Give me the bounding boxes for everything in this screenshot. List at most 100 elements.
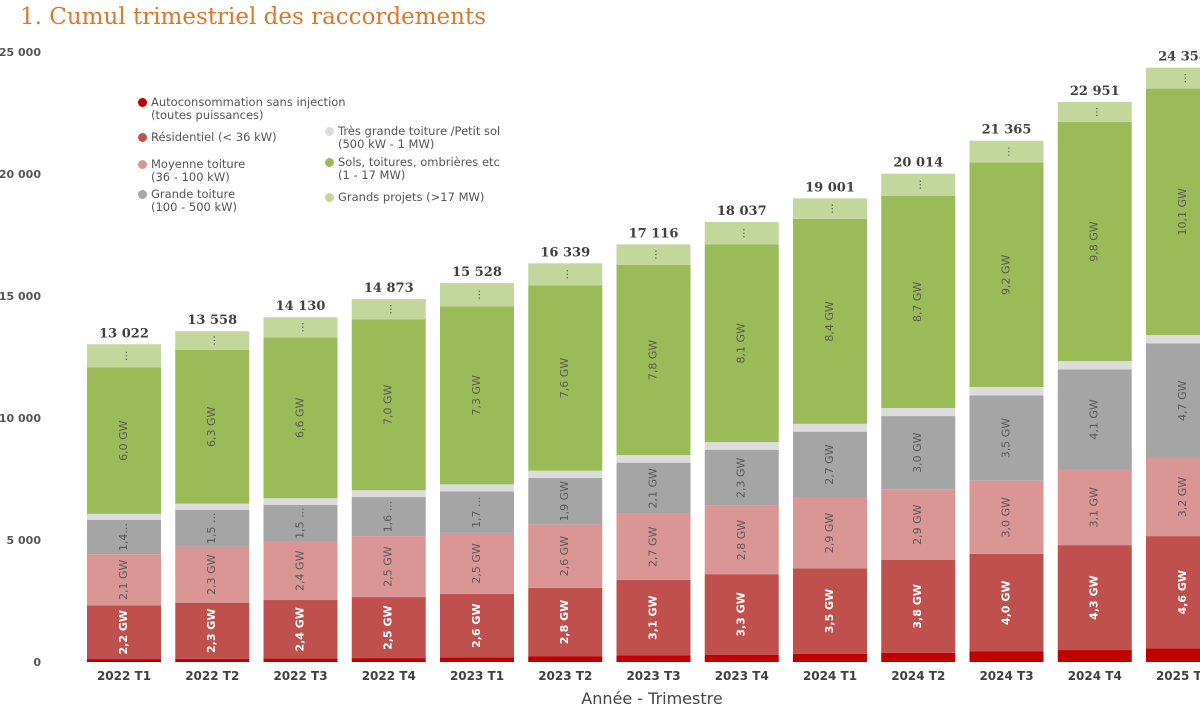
legend-swatch	[138, 133, 147, 142]
segment-label: 2,1 GW	[117, 559, 130, 600]
x-tick-label: 2024 T2	[891, 669, 945, 683]
bar-segment	[1057, 361, 1132, 370]
bar-segment	[1057, 369, 1132, 470]
bar-segment	[969, 162, 1044, 388]
segment-label: 3,8 GW	[911, 584, 924, 628]
segment-label: ...	[911, 179, 924, 190]
segment-label: 2,4 GW	[294, 550, 307, 591]
bar-segment	[881, 489, 956, 561]
legend-label: Autoconsommation sans injection (toutes …	[151, 95, 346, 122]
segment-label: 6,0 GW	[117, 420, 130, 461]
x-tick-label: 2024 T1	[803, 669, 857, 683]
bar-segment	[440, 484, 514, 492]
total-label: 13 022	[99, 326, 149, 341]
bar-segment	[704, 449, 779, 506]
bar-segment	[440, 306, 514, 485]
bar-segment	[351, 658, 426, 662]
y-tick-label: 25 000	[0, 46, 41, 59]
bar-segment	[616, 264, 691, 456]
bar-segment	[969, 395, 1044, 481]
segment-label: ...	[1176, 73, 1189, 84]
segment-label: 4,3 GW	[1088, 575, 1101, 619]
bar-segment	[440, 283, 514, 307]
segment-label: 2,3 GW	[205, 609, 218, 653]
y-tick-label: 10 000	[0, 412, 41, 425]
segment-label: 1,4...	[117, 523, 130, 551]
bar-segment	[87, 344, 161, 368]
bar-segment	[969, 140, 1044, 163]
segment-label: 4,1 GW	[1088, 399, 1101, 440]
bar-segment	[704, 221, 779, 245]
bar-segment	[1146, 536, 1200, 649]
y-axis: 0 5 000 10 000 15 000 20 000 25 000	[0, 46, 41, 669]
total-label: 14 873	[364, 281, 414, 296]
segment-label: ...	[117, 351, 130, 362]
bar-segment	[1146, 648, 1200, 662]
bar-segment	[87, 605, 161, 660]
total-label: 18 037	[717, 204, 767, 219]
bar-segment	[263, 337, 338, 499]
segment-label: 2,7 GW	[647, 527, 660, 568]
segment-label: 6,6 GW	[294, 397, 307, 438]
bars-layer: 2,2 GW 2,1 GW 1,4... 6,0 GW... 13 022 2,3 GW 2…	[87, 50, 1200, 662]
bar-segment	[1146, 88, 1200, 336]
y-tick-label: 5 000	[7, 534, 42, 547]
total-label: 19 001	[805, 180, 855, 195]
bar-segment	[87, 367, 161, 514]
segment-label: 4,7 GW	[1176, 380, 1189, 421]
segment-label: 1,7 ...	[470, 496, 483, 527]
bar-segment	[528, 524, 603, 588]
total-label: 20 014	[893, 156, 943, 171]
segment-label: 1,6 ...	[382, 501, 395, 532]
total-label: 13 558	[187, 313, 237, 328]
segment-label: 3,0 GW	[1000, 497, 1013, 538]
segment-label: 8,4 GW	[823, 301, 836, 342]
bar-segment	[263, 658, 338, 662]
bar-segment	[793, 431, 867, 498]
bar-segment	[616, 513, 691, 580]
segment-label: 2,4 GW	[294, 607, 307, 651]
bar-segment	[263, 317, 338, 338]
segment-label: 1,5 ...	[205, 513, 218, 544]
segment-label: 2,7 GW	[823, 444, 836, 485]
segment-label: ...	[823, 203, 836, 214]
segment-label: 9,8 GW	[1088, 221, 1101, 262]
bar-segment	[969, 553, 1044, 652]
bar-segment	[528, 470, 603, 479]
x-tick-label: 2023 T1	[450, 669, 504, 683]
bar-segment	[881, 407, 956, 417]
total-label: 21 365	[982, 123, 1032, 138]
bar-segment	[881, 416, 956, 490]
bar-segment	[351, 319, 426, 491]
y-tick-label: 20 000	[0, 168, 41, 181]
segment-label: 2,3 GW	[735, 457, 748, 498]
segment-label: 3,0 GW	[911, 432, 924, 473]
x-tick-label: 2022 T1	[97, 669, 151, 683]
segment-label: ...	[294, 322, 307, 333]
bar-segment	[351, 299, 426, 320]
legend-swatch	[138, 190, 147, 199]
segment-label: 3,1 GW	[647, 595, 660, 639]
bar-segment	[616, 579, 691, 656]
bar-segment	[1057, 101, 1132, 123]
bar-segment	[351, 497, 426, 537]
bar-segment	[1057, 469, 1132, 546]
segment-label: 3,5 GW	[1000, 418, 1013, 459]
y-tick-label: 0	[33, 656, 41, 669]
segment-label: 9,2 GW	[1000, 254, 1013, 295]
segment-label: ...	[558, 269, 571, 280]
legend-label: Grands projets (>17 MW)	[338, 190, 485, 204]
bar-segment	[616, 655, 691, 662]
bar-segment	[351, 536, 426, 598]
bar-segment	[793, 198, 867, 219]
legend-label: Très grande toiture /Petit sol (500 kW -…	[338, 124, 501, 151]
bar-segment	[87, 513, 161, 520]
bar-segment	[1146, 67, 1200, 89]
segment-label: 3,5 GW	[823, 589, 836, 633]
segment-label: 2,8 GW	[735, 520, 748, 561]
segment-label: 2,5 GW	[470, 543, 483, 584]
bar-segment	[793, 423, 867, 432]
x-tick-label: 2022 T2	[185, 669, 239, 683]
bar-segment	[1057, 650, 1132, 662]
legend-swatch	[325, 193, 334, 202]
